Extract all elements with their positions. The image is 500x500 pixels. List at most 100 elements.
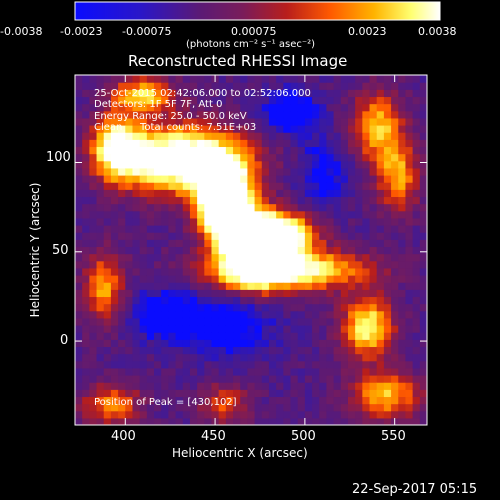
heatmap-cell <box>369 289 378 298</box>
heatmap-cell <box>276 289 284 298</box>
y-tick-label-0: 0 <box>60 333 69 348</box>
heatmap-cell <box>103 310 112 319</box>
heatmap-cell <box>362 96 371 105</box>
heatmap-cell <box>110 103 119 112</box>
heatmap-cell <box>211 160 220 169</box>
heatmap-cell <box>304 203 313 212</box>
heatmap-cell <box>419 125 427 133</box>
heatmap-cell <box>132 375 141 383</box>
heatmap-cell <box>197 289 205 298</box>
heatmap-cell <box>139 239 148 248</box>
heatmap-cell <box>261 282 270 290</box>
heatmap-cell <box>304 210 313 219</box>
heatmap-cell <box>419 346 427 355</box>
heatmap-cell <box>412 153 421 162</box>
heatmap-cell <box>297 160 306 169</box>
heatmap-cell <box>362 410 371 419</box>
heatmap-cell <box>312 339 320 348</box>
heatmap-cell <box>197 217 205 226</box>
heatmap-cell <box>82 403 90 412</box>
heatmap-cell <box>247 175 256 183</box>
heatmap-cell <box>132 217 141 226</box>
heatmap-cell <box>154 160 162 169</box>
heatmap-cell <box>362 382 371 390</box>
heatmap-cell <box>398 217 407 226</box>
heatmap-cell <box>125 260 134 269</box>
heatmap-cell <box>197 389 205 398</box>
heatmap-cell <box>96 367 105 376</box>
heatmap-cell <box>110 175 119 183</box>
heatmap-cell <box>276 353 284 362</box>
heatmap-cell <box>383 203 392 212</box>
heatmap-cell <box>82 353 90 362</box>
heatmap-cell <box>204 167 213 176</box>
heatmap-cell <box>391 325 399 333</box>
heatmap-cell <box>369 146 378 155</box>
heatmap-cell <box>326 253 335 262</box>
heatmap-cell <box>118 282 126 290</box>
heatmap-cell <box>89 382 98 390</box>
heatmap-cell <box>154 267 162 276</box>
heatmap-cell <box>154 182 162 190</box>
heatmap-cell <box>347 239 356 248</box>
heatmap-cell <box>362 339 371 348</box>
heatmap-cell <box>182 117 191 126</box>
heatmap-cell <box>189 196 198 205</box>
heatmap-cell <box>261 332 270 340</box>
heatmap-cell <box>154 375 162 383</box>
heatmap-cell <box>154 296 162 305</box>
annotation-time-range: 25-Oct-2015 02:42:06.000 to 02:52:06.000 <box>94 88 311 99</box>
heatmap-cell <box>347 360 356 369</box>
heatmap-cell <box>161 396 169 405</box>
heatmap-cell <box>340 367 349 376</box>
heatmap-cell <box>247 317 256 326</box>
heatmap-cell <box>391 132 399 140</box>
heatmap-cell <box>168 267 177 276</box>
heatmap-cell <box>340 346 349 355</box>
heatmap-cell <box>233 417 241 425</box>
heatmap-cell <box>139 353 148 362</box>
heatmap-cell <box>312 82 320 90</box>
heatmap-cell <box>326 89 335 98</box>
heatmap-cell <box>132 160 141 169</box>
heatmap-cell <box>412 132 421 140</box>
heatmap-cell <box>276 267 284 276</box>
heatmap-cell <box>110 246 119 255</box>
heatmap-cell <box>175 175 184 183</box>
heatmap-cell <box>233 403 241 412</box>
heatmap-cell <box>182 353 191 362</box>
heatmap-cell <box>405 160 414 169</box>
heatmap-cell <box>161 375 169 383</box>
heatmap-cell <box>218 339 227 348</box>
heatmap-cell <box>175 153 184 162</box>
heatmap-cell <box>89 325 98 333</box>
heatmap-cell <box>297 360 306 369</box>
heatmap-cell <box>118 132 126 140</box>
heatmap-cell <box>340 310 349 319</box>
heatmap-cell <box>369 317 378 326</box>
heatmap-cell <box>218 382 227 390</box>
heatmap-cell <box>419 132 427 140</box>
heatmap-cell <box>182 132 191 140</box>
heatmap-cell <box>419 210 427 219</box>
heatmap-cell <box>383 267 392 276</box>
heatmap-cell <box>225 125 234 133</box>
heatmap-cell <box>276 403 284 412</box>
heatmap-cell <box>89 203 98 212</box>
heatmap-cell <box>125 310 134 319</box>
heatmap-cell <box>161 110 169 119</box>
heatmap-cell <box>204 375 213 383</box>
heatmap-cell <box>362 182 371 190</box>
heatmap-cell <box>175 403 184 412</box>
heatmap-cell <box>405 239 414 248</box>
heatmap-cell <box>268 189 277 198</box>
heatmap-cell <box>110 203 119 212</box>
heatmap-cell <box>182 253 191 262</box>
heatmap-cell <box>369 189 378 198</box>
heatmap-cell <box>125 417 134 425</box>
heatmap-cell <box>189 325 198 333</box>
heatmap-cell <box>376 375 385 383</box>
heatmap-cell <box>161 282 169 290</box>
heatmap-cell <box>369 210 378 219</box>
heatmap-cell <box>297 117 306 126</box>
